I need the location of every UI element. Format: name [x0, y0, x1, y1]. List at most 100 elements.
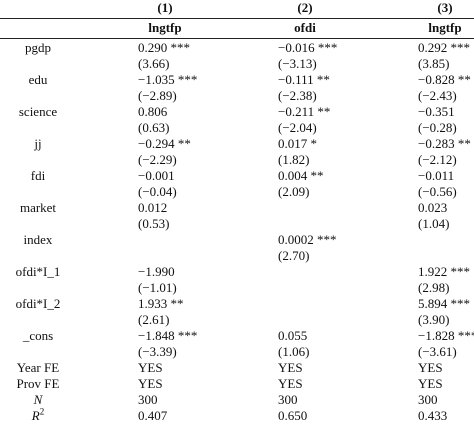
cell-col2: YES: [278, 360, 303, 375]
cell-col2: (1.06): [278, 344, 310, 359]
cell-col2: 0.017 *: [278, 136, 317, 151]
row-label: market: [19, 200, 57, 215]
cell-col3: 1.922 ***: [418, 264, 470, 279]
row-label: pgdp: [25, 40, 51, 55]
table-row: (3.66) (−3.13) (3.85): [0, 56, 474, 72]
table-row: (−3.39) (1.06) (−3.61): [0, 344, 474, 360]
cell-col2: 0.055: [278, 328, 308, 343]
table-row: ofdi*I_2 1.933 ** 5.894 ***: [0, 296, 474, 312]
header-rule-bottom: [0, 38, 474, 39]
cell-col1: (0.63): [138, 120, 170, 135]
cell-col2: YES: [278, 376, 303, 391]
cell-col2: (1.82): [278, 152, 310, 167]
cell-col3: (−2.12): [418, 152, 457, 167]
cell-col3: (−3.61): [418, 344, 457, 359]
cell-col3: YES: [418, 360, 443, 375]
cell-col2: (2.70): [278, 248, 310, 263]
cell-col2: (2.09): [278, 184, 310, 199]
column-number-1: (1): [157, 0, 173, 15]
table-row: index 0.0002 ***: [0, 232, 474, 248]
cell-col3: 0.292 ***: [418, 40, 470, 55]
row-label: fdi: [30, 168, 46, 183]
table-row: (−2.29) (1.82) (−2.12): [0, 152, 474, 168]
cell-col1: (0.53): [138, 216, 170, 231]
table-row: science 0.806 −0.211 ** −0.351: [0, 104, 474, 120]
table-row: (2.61) (3.90): [0, 312, 474, 328]
cell-col2: −0.016 ***: [278, 40, 338, 55]
table-row: pgdp 0.290 *** −0.016 *** 0.292 ***: [0, 40, 474, 56]
cell-col1: 0.290 ***: [138, 40, 190, 55]
cell-col1: (−2.29): [138, 152, 177, 167]
table-row: fdi −0.001 0.004 ** −0.011: [0, 168, 474, 184]
cell-col3: −0.828 **: [418, 72, 471, 87]
cell-col1: 0.012: [138, 200, 168, 215]
table-body: pgdp 0.290 *** −0.016 *** 0.292 *** (3.66) (−…: [0, 40, 474, 408]
row-label: Year FE: [16, 360, 60, 375]
cell-col1: (2.61): [138, 312, 170, 327]
cell-col3: (−2.43): [418, 88, 457, 103]
table-row: (0.63) (−2.04) (−0.28): [0, 120, 474, 136]
cell-col3: −0.351: [418, 104, 455, 119]
cell-col1: (−1.01): [138, 280, 177, 295]
cell-col3: −0.011: [418, 168, 455, 183]
table-row: N 300 300 300: [0, 392, 474, 408]
cell-col1: −1.990: [138, 264, 175, 279]
cell-col3: −0.283 **: [418, 136, 471, 151]
row-label: N: [33, 392, 43, 407]
header-rule-top: [0, 18, 474, 19]
cell-col3: (2.98): [418, 280, 450, 295]
row-label: ofdi*I_2: [15, 296, 61, 311]
r2-row: R2 0.407 0.650 0.433: [0, 407, 474, 424]
table-row: (2.70): [0, 248, 474, 264]
cell-col1: (−0.04): [138, 184, 177, 199]
row-label-r2: R2: [2, 407, 74, 424]
cell-col1: −1.035 ***: [138, 72, 198, 87]
cell-col3: YES: [418, 376, 443, 391]
cell-col1: (3.66): [138, 56, 170, 71]
cell-col1: 1.933 **: [138, 296, 184, 311]
table-row: (−0.04) (2.09) (−0.56): [0, 184, 474, 200]
cell-col1: 300: [138, 392, 158, 407]
column-number-2: (2): [297, 0, 313, 15]
row-label: Prov FE: [16, 376, 60, 391]
column-name-2: ofdi: [294, 20, 316, 35]
cell-col2: 300: [278, 392, 298, 407]
cell-col3: −1.828 ***: [418, 328, 474, 343]
cell-col1: YES: [138, 360, 163, 375]
table-row: Year FE YES YES YES: [0, 360, 474, 376]
row-label: index: [23, 232, 53, 247]
row-label: science: [18, 104, 58, 119]
cell-col2: −0.111 **: [278, 72, 330, 87]
column-name-3: lngtfp: [428, 20, 462, 35]
table-row: market 0.012 0.023: [0, 200, 474, 216]
table-row: _cons −1.848 *** 0.055 −1.828 ***: [0, 328, 474, 344]
cell-col2: 0.0002 ***: [278, 232, 337, 247]
r2-label-base: R: [31, 408, 40, 423]
cell-col1: 0.806: [138, 104, 168, 119]
row-label: ofdi*I_1: [15, 264, 61, 279]
cell-col1: (−2.89): [138, 88, 177, 103]
cell-col2: (−3.13): [278, 56, 317, 71]
cell-col3: 300: [418, 392, 438, 407]
cell-col3: (1.04): [418, 216, 450, 231]
table-row: (0.53) (1.04): [0, 216, 474, 232]
row-label: edu: [28, 72, 48, 87]
column-number-row: (1) (2) (3): [0, 0, 474, 17]
cell-col1: (−3.39): [138, 344, 177, 359]
cell-col2: −0.211 **: [278, 104, 331, 119]
table-row: Prov FE YES YES YES: [0, 376, 474, 392]
column-name-1: lngtfp: [148, 20, 182, 35]
table-row: (−2.89) (−2.38) (−2.43): [0, 88, 474, 104]
cell-col1: −0.294 **: [138, 136, 191, 151]
cell-col3: (3.90): [418, 312, 450, 327]
cell-col2: (−2.04): [278, 120, 317, 135]
row-label: jj: [34, 136, 42, 151]
table-row: jj −0.294 ** 0.017 * −0.283 **: [0, 136, 474, 152]
cell-col3: (−0.56): [418, 184, 457, 199]
r2-value-col1: 0.407: [138, 408, 168, 423]
table-row: (−1.01) (2.98): [0, 280, 474, 296]
cell-col1: −0.001: [138, 168, 175, 183]
cell-col3: (3.85): [418, 56, 450, 71]
column-number-3: (3): [437, 0, 453, 15]
